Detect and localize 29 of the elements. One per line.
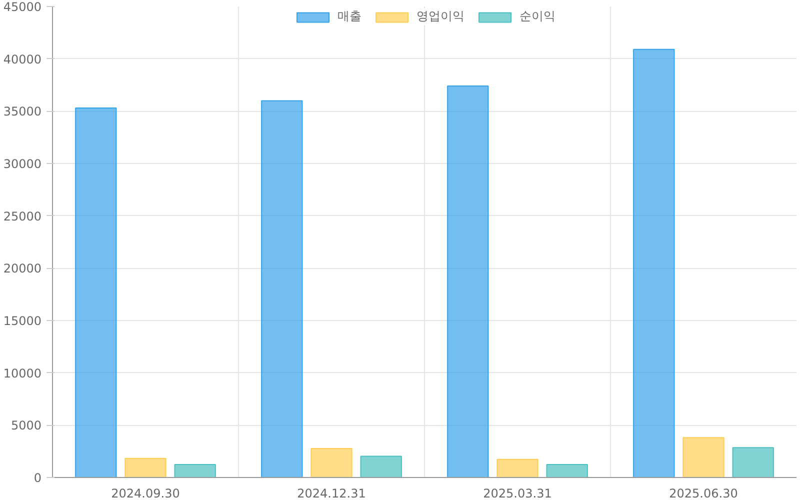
y-tick-label: 15000 bbox=[3, 314, 42, 328]
bar bbox=[447, 86, 489, 478]
bar bbox=[633, 48, 675, 478]
legend-label: 매출 bbox=[338, 8, 362, 25]
y-tick-label: 0 bbox=[34, 471, 42, 485]
y-tick-label: 10000 bbox=[3, 366, 42, 380]
y-tick-label: 5000 bbox=[10, 418, 42, 433]
y-tick-label: 45000 bbox=[3, 0, 42, 14]
legend-label: 영업이익 bbox=[416, 8, 464, 25]
bar bbox=[124, 458, 166, 478]
x-tick-label: 2025.06.30 bbox=[669, 486, 738, 500]
bar bbox=[174, 464, 216, 478]
y-tick-label: 25000 bbox=[3, 209, 42, 224]
bar bbox=[546, 464, 588, 478]
y-tick-label: 35000 bbox=[3, 104, 42, 119]
y-tick-label: 40000 bbox=[3, 52, 42, 66]
bar bbox=[360, 456, 402, 478]
legend-label: 순이익 bbox=[520, 8, 556, 25]
bar bbox=[732, 447, 774, 478]
bar bbox=[310, 448, 352, 478]
bar bbox=[261, 100, 303, 478]
bar bbox=[75, 108, 117, 478]
x-tick-label: 2025.03.31 bbox=[483, 486, 552, 500]
x-tick-label: 2024.09.30 bbox=[111, 486, 180, 500]
y-tick-label: 20000 bbox=[3, 262, 42, 276]
x-tick-label: 2024.12.31 bbox=[297, 486, 366, 500]
y-tick-label: 30000 bbox=[3, 157, 42, 171]
bar bbox=[682, 437, 724, 478]
bar bbox=[496, 458, 538, 478]
